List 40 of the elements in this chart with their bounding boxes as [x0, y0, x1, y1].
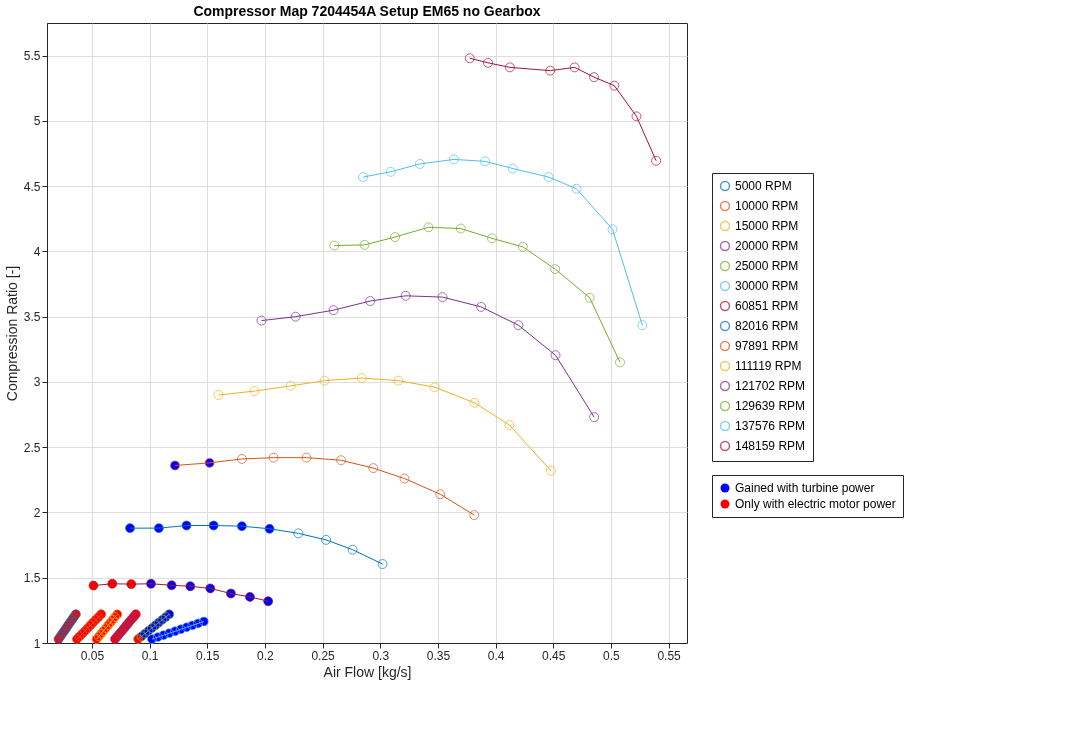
x-tick-label: 0.25	[311, 648, 336, 663]
x-tick-label: 0.5	[603, 648, 621, 663]
x-tick-label: 0.2	[257, 648, 275, 663]
y-tick-label: 3	[33, 375, 41, 390]
x-tick-label: 0.45	[542, 648, 566, 663]
legend-label: 5000 RPM	[735, 179, 792, 193]
legend-label: 60851 RPM	[735, 299, 799, 313]
y-tick-label: 2.5	[23, 440, 41, 455]
legend-label: 137576 RPM	[735, 419, 806, 433]
legend-label: 30000 RPM	[735, 279, 799, 293]
y-tick-label: 1	[33, 636, 41, 651]
x-tick-label: 0.05	[80, 648, 105, 663]
x-tick-label: 0.4	[487, 648, 505, 663]
legend-label: 15000 RPM	[735, 219, 799, 233]
x-axis-title: Air Flow [kg/s]	[323, 663, 412, 680]
y-tick-label: 1.5	[23, 571, 41, 586]
legend-label: 10000 RPM	[735, 199, 799, 213]
y-tick-label: 3.5	[23, 310, 41, 325]
y-tick-label: 4.5	[23, 179, 41, 194]
legend-label: 97891 RPM	[735, 339, 799, 353]
legend-label: 148159 RPM	[735, 439, 806, 453]
y-tick-label: 4	[33, 244, 41, 259]
x-tick-label: 0.3	[372, 648, 390, 663]
legend-label: Only with electric motor power	[735, 497, 896, 511]
legend-label: 82016 RPM	[735, 319, 799, 333]
legend-label: 25000 RPM	[735, 259, 799, 273]
x-tick-label: 0.35	[426, 648, 451, 663]
legend-label: Gained with turbine power	[735, 481, 875, 495]
legend-label: 111119 RPM	[735, 359, 802, 373]
x-tick-label: 0.1	[141, 648, 159, 663]
x-tick-label: 0.55	[657, 648, 682, 663]
y-axis-title: Compression Ratio [-]	[3, 265, 20, 402]
legend-label: 121702 RPM	[735, 379, 806, 393]
chart-title: Compressor Map 7204454A Setup EM65 no Gearbox	[193, 3, 541, 19]
y-tick-label: 5.5	[23, 49, 41, 64]
legend-label: 129639 RPM	[735, 399, 806, 413]
y-tick-label: 2	[33, 505, 41, 520]
y-tick-label: 5	[33, 114, 41, 129]
x-tick-label: 0.15	[196, 648, 220, 663]
legend-label: 20000 RPM	[735, 239, 799, 253]
